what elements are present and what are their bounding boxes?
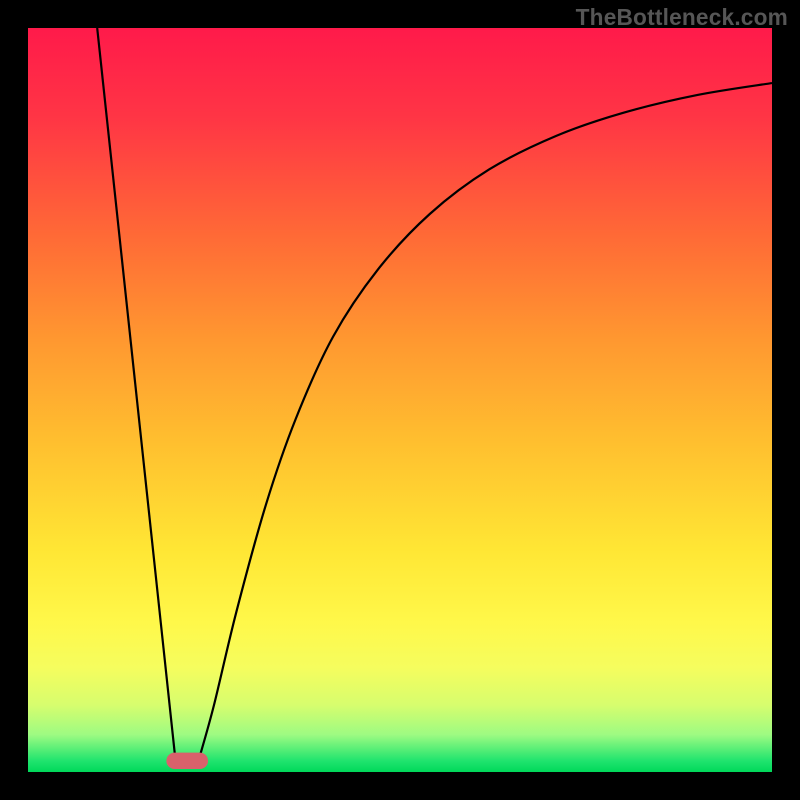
bottleneck-chart: TheBottleneck.com	[0, 0, 800, 800]
chart-background	[28, 28, 772, 772]
target-marker	[166, 753, 208, 769]
chart-canvas	[0, 0, 800, 800]
watermark-label: TheBottleneck.com	[576, 4, 788, 31]
